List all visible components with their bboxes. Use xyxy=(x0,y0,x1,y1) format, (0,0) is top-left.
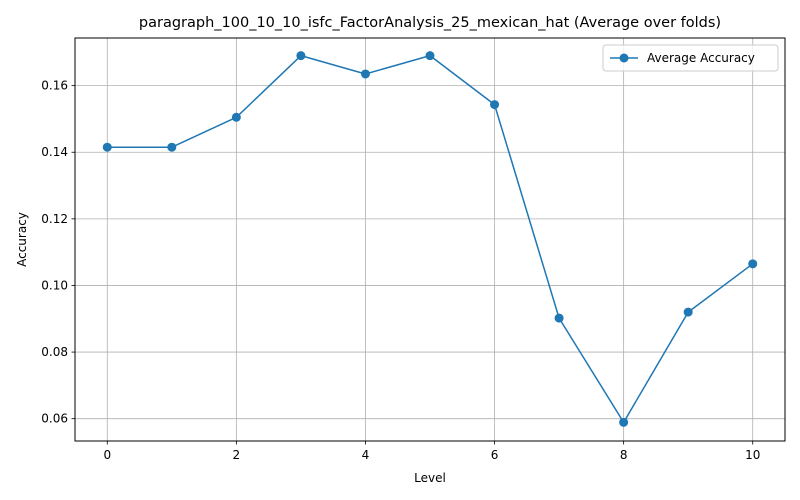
legend-marker-swatch xyxy=(619,53,629,63)
x-tick-label: 8 xyxy=(620,448,628,462)
x-tick-label: 6 xyxy=(491,448,499,462)
y-axis-label: Accuracy xyxy=(15,212,29,267)
x-axis-label: Level xyxy=(414,471,446,485)
data-point xyxy=(167,142,177,152)
data-point xyxy=(683,307,693,317)
data-point xyxy=(296,51,306,61)
x-tick-label: 10 xyxy=(745,448,760,462)
x-tick-label: 0 xyxy=(103,448,111,462)
axis-ticks: 0 2 4 6 8 10 0.06 0.08 0.10 0.12 0.14 0.16 xyxy=(41,79,760,462)
x-tick-label: 2 xyxy=(233,448,241,462)
data-point xyxy=(619,417,629,427)
data-point xyxy=(425,51,435,61)
grid-lines xyxy=(75,38,785,441)
y-tick-label: 0.10 xyxy=(41,278,68,292)
data-point xyxy=(231,112,241,122)
legend-label: Average Accuracy xyxy=(647,51,755,65)
y-tick-label: 0.06 xyxy=(41,412,68,426)
plot-area xyxy=(75,38,785,441)
y-tick-label: 0.12 xyxy=(41,212,68,226)
y-tick-label: 0.14 xyxy=(41,145,68,159)
data-point xyxy=(554,313,564,323)
legend-box xyxy=(602,44,779,72)
legend: Average Accuracy xyxy=(602,44,779,72)
y-tick-label: 0.08 xyxy=(41,345,68,359)
data-point xyxy=(748,259,758,269)
series-layer xyxy=(102,51,758,427)
data-point xyxy=(102,142,112,152)
data-point xyxy=(490,100,500,110)
data-point xyxy=(360,69,370,79)
chart-title: paragraph_100_10_10_isfc_FactorAnalysis_… xyxy=(139,15,721,31)
x-tick-label: 4 xyxy=(362,448,370,462)
plot-frame xyxy=(74,37,786,442)
y-tick-label: 0.16 xyxy=(41,79,68,93)
